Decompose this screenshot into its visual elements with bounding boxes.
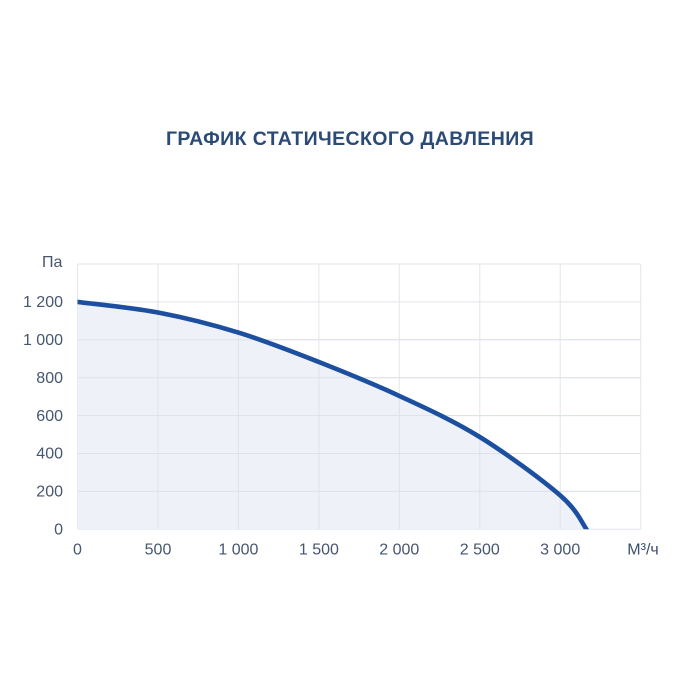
svg-text:500: 500 — [145, 542, 172, 559]
svg-text:0: 0 — [54, 522, 63, 539]
svg-text:Па: Па — [42, 254, 63, 271]
svg-text:3 000: 3 000 — [540, 542, 580, 559]
svg-text:1 200: 1 200 — [23, 294, 63, 311]
svg-text:400: 400 — [36, 446, 63, 463]
svg-text:2 000: 2 000 — [379, 542, 419, 559]
svg-text:1 000: 1 000 — [23, 332, 63, 349]
svg-text:1 000: 1 000 — [218, 542, 258, 559]
svg-text:М³/ч: М³/ч — [627, 542, 658, 559]
svg-text:600: 600 — [36, 408, 63, 425]
svg-text:1 500: 1 500 — [299, 542, 339, 559]
svg-text:200: 200 — [36, 484, 63, 501]
svg-text:800: 800 — [36, 370, 63, 387]
svg-text:2 500: 2 500 — [460, 542, 500, 559]
svg-text:0: 0 — [73, 542, 82, 559]
